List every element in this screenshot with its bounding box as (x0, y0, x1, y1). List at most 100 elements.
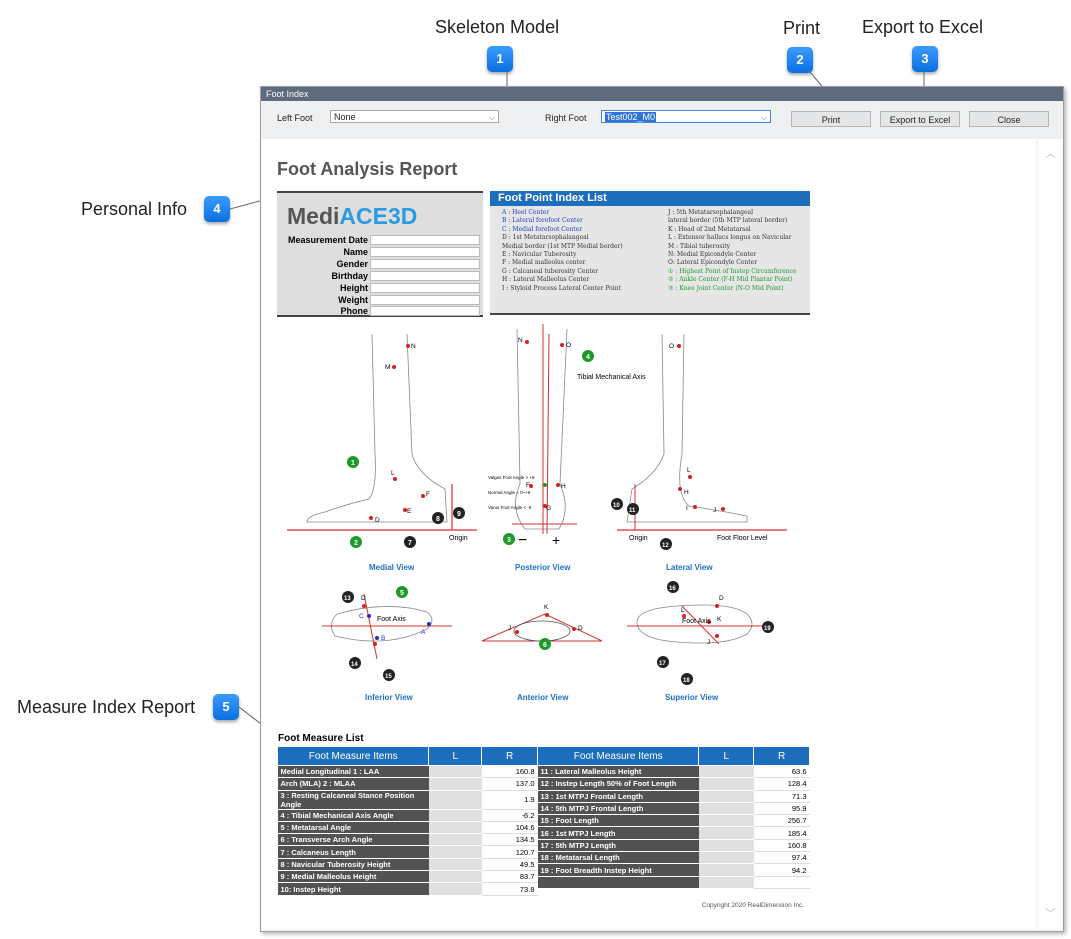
right-value: 71.3 (753, 790, 810, 803)
point-index-item: G : Calcaneal tuberosity Center (502, 267, 599, 275)
svg-text:19: 19 (764, 626, 771, 632)
svg-text:C: C (359, 613, 364, 620)
svg-text:6: 6 (543, 642, 547, 649)
foot-point-index-list: Foot Point Index List A : Heel Center B :… (490, 191, 810, 315)
svg-text:Valgus Foot Angle > +6: Valgus Foot Angle > +6 (488, 475, 535, 480)
point-index-item: N: Medial Epicondyle Center (668, 251, 757, 259)
toolbar: Left Foot None ⌵ Right Foot Test002_M0 ⌵… (261, 101, 1063, 139)
callout-badge-4: 4 (204, 196, 230, 222)
svg-text:Posterior View: Posterior View (515, 563, 571, 572)
table-row: 13 : 1st MTPJ Frontal Length 71.3 (537, 790, 810, 803)
table-row: 4 : Tibial Mechanical Axis Angle -6.2 (277, 809, 538, 822)
table-row: 18 : Metatarsal Length 97.4 (537, 851, 810, 865)
svg-text:Medial View: Medial View (369, 563, 415, 572)
table-row: 17 : 5th MTPJ Length 160.8 (537, 839, 810, 853)
point-index-item: H : Lateral Malleolus Center (502, 276, 590, 284)
scroll-up-icon[interactable]: ︿ (1045, 148, 1056, 160)
right-value (753, 876, 810, 889)
table-row: 8 : Navicular Tuberosity Height 49.5 (277, 858, 538, 872)
height-input[interactable] (370, 283, 480, 293)
right-foot-select[interactable]: Test002_M0 ⌵ (601, 110, 771, 123)
svg-text:N: N (411, 343, 416, 350)
point-index-item: ① : Highest Point of Instep Circumferenc… (668, 267, 797, 275)
gender-input[interactable] (370, 259, 480, 269)
export-excel-button[interactable]: Export to Excel (880, 111, 960, 127)
right-value: 83.7 (481, 870, 538, 884)
svg-text:J: J (707, 639, 710, 646)
point-index-item: K : Head of 2nd Metatarsal (668, 225, 751, 233)
measure-name: Medial Longitudinal 1 : LAA (277, 765, 429, 779)
point-index-item: ③ : Knee Joint Center (N-O Mid Point) (668, 284, 784, 292)
table-row: 3 : Resting Calcaneal Stance Position An… (277, 790, 538, 810)
svg-text:L: L (391, 470, 395, 477)
callout-title-measure-index: Measure Index Report (17, 697, 196, 717)
field-weight: Weight (277, 295, 483, 306)
point-index-item: D : 1st Metatarsophalangeal (502, 234, 589, 242)
field-phone: Phone (277, 306, 483, 317)
right-value: 134.5 (481, 833, 538, 847)
table-row: 9 : Medial Malleolus Height 83.7 (277, 870, 538, 884)
name-input[interactable] (370, 247, 480, 257)
table-row: 19 : Foot Breadth Instep Height 94.2 (537, 863, 810, 877)
svg-text:18: 18 (683, 678, 690, 684)
close-button[interactable]: Close (969, 111, 1049, 127)
svg-text:Foot Floor Level: Foot Floor Level (717, 535, 768, 542)
svg-text:4: 4 (586, 354, 590, 361)
svg-text:Tibial Mechanical Axis: Tibial Mechanical Axis (577, 374, 646, 381)
svg-text:D: D (375, 517, 380, 524)
right-value: 104.6 (481, 821, 538, 835)
table-row: 12 : Instep Length 50% of Foot Length 128… (537, 777, 810, 791)
left-value (428, 833, 482, 847)
measure-name: 9 : Medial Malleolus Height (277, 870, 429, 884)
svg-text:12: 12 (662, 543, 669, 549)
left-value (698, 863, 754, 877)
svg-text:8: 8 (436, 516, 440, 523)
left-foot-select[interactable]: None ⌵ (330, 110, 499, 123)
svg-text:N: N (518, 337, 523, 344)
measure-name: 5 : Metatarsal Angle (277, 821, 429, 835)
table-row: 11 : Lateral Malleolus Height 63.6 (537, 765, 810, 779)
svg-text:13: 13 (344, 596, 351, 602)
svg-text:Foot Axis: Foot Axis (377, 616, 406, 623)
right-value: 185.4 (753, 826, 810, 840)
print-button[interactable]: Print (791, 111, 871, 127)
svg-text:Superior View: Superior View (665, 693, 719, 702)
measure-name (537, 876, 699, 889)
medial-view-figure: N M L F E D Origin 1 2 7 8 9 Medial View (287, 333, 477, 572)
left-value (428, 845, 482, 859)
left-value (428, 790, 482, 810)
svg-text:5: 5 (400, 590, 404, 597)
right-value: 256.7 (753, 814, 810, 828)
svg-text:9: 9 (457, 511, 461, 518)
header-r: R (481, 746, 538, 766)
svg-text:Anterior View: Anterior View (517, 693, 569, 702)
birthday-input[interactable] (370, 271, 480, 281)
measure-name: 19 : Foot Breadth Instep Height (537, 863, 699, 877)
svg-text:J: J (508, 625, 511, 632)
weight-input[interactable] (370, 295, 480, 305)
phone-input[interactable] (370, 306, 480, 316)
callout-title-personal-info: Personal Info (81, 199, 188, 219)
table-row (537, 876, 810, 889)
svg-text:10: 10 (613, 503, 620, 509)
point-index-item: J : 5th Metatarsophalangeal (668, 209, 754, 216)
svg-text:K: K (544, 604, 549, 611)
svg-text:F: F (426, 491, 430, 498)
left-value (698, 814, 754, 828)
foot-measure-list-title: Foot Measure List (278, 733, 364, 744)
mediace3d-logo: MediACE3D (287, 203, 418, 229)
svg-text:D: D (361, 595, 366, 602)
left-value (698, 777, 754, 791)
svg-text:Foot Axis: Foot Axis (682, 618, 711, 625)
scroll-down-icon[interactable]: ﹀ (1045, 908, 1056, 920)
right-foot-value: Test002_M0 (605, 112, 657, 122)
measurement-date-input[interactable] (370, 235, 480, 245)
measure-name: 18 : Metatarsal Length (537, 851, 699, 865)
field-height: Height (277, 283, 483, 294)
report-viewer[interactable]: Foot Analysis Report MediACE3D Measureme… (262, 139, 1036, 929)
point-index-item: E : Navicular Tuberosity (502, 251, 577, 259)
vertical-scrollbar[interactable]: ︿ ﹀ (1038, 139, 1062, 929)
left-value (428, 765, 482, 779)
svg-text:Origin: Origin (629, 535, 648, 542)
measure-name: 4 : Tibial Mechanical Axis Angle (277, 809, 429, 822)
